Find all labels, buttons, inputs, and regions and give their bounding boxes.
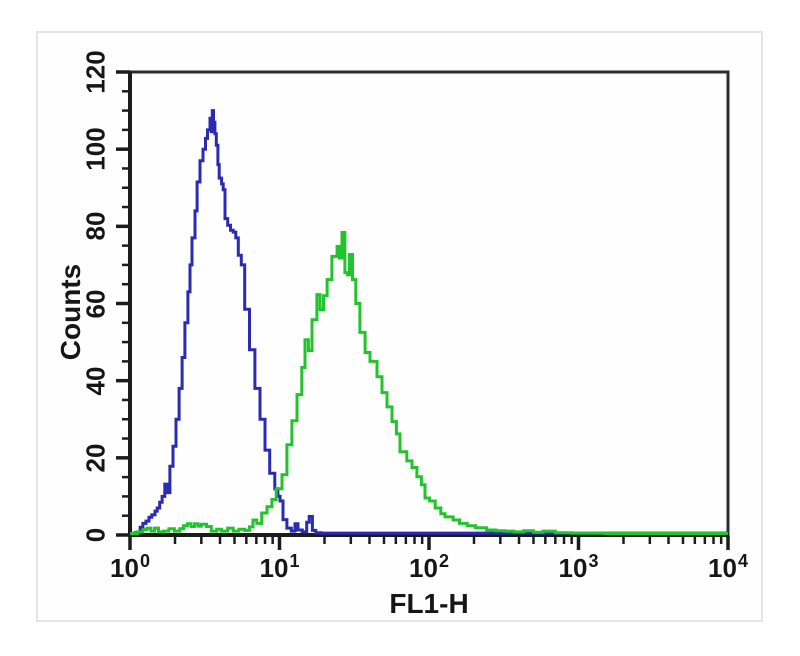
x-tick-exponent: 1 xyxy=(289,551,300,571)
x-tick-base: 10 xyxy=(259,553,289,583)
y-tick-label-0: 0 xyxy=(80,527,111,543)
x-tick-label-10e0: 100 xyxy=(110,551,150,584)
antibody-histogram-green-curve xyxy=(130,231,728,535)
x-tick-label-10e4: 104 xyxy=(708,551,748,584)
y-tick-label-120: 120 xyxy=(80,50,111,94)
plot-panel-frame xyxy=(36,31,763,622)
x-tick-base: 10 xyxy=(409,553,438,583)
y-tick-label-40: 40 xyxy=(80,366,111,396)
x-tick-label-10e2: 102 xyxy=(409,551,449,584)
y-tick-label-100: 100 xyxy=(80,127,111,171)
x-tick-base: 10 xyxy=(558,553,588,583)
x-tick-base: 10 xyxy=(708,553,737,583)
y-tick-label-80: 80 xyxy=(80,211,111,241)
x-tick-exponent: 3 xyxy=(588,551,599,571)
x-tick-exponent: 0 xyxy=(139,551,150,571)
y-tick-label-20: 20 xyxy=(80,443,111,473)
x-axis-title: FL1-H xyxy=(389,588,469,619)
x-tick-label-10e3: 103 xyxy=(558,551,599,584)
plot-box-border xyxy=(128,70,730,537)
control-histogram-blue-curve xyxy=(130,109,730,536)
x-tick-base: 10 xyxy=(110,553,139,583)
x-tick-exponent: 4 xyxy=(737,551,748,571)
x-tick-exponent: 2 xyxy=(438,551,449,571)
y-tick-label-60: 60 xyxy=(80,289,111,318)
x-tick-label-10e1: 101 xyxy=(259,551,300,584)
